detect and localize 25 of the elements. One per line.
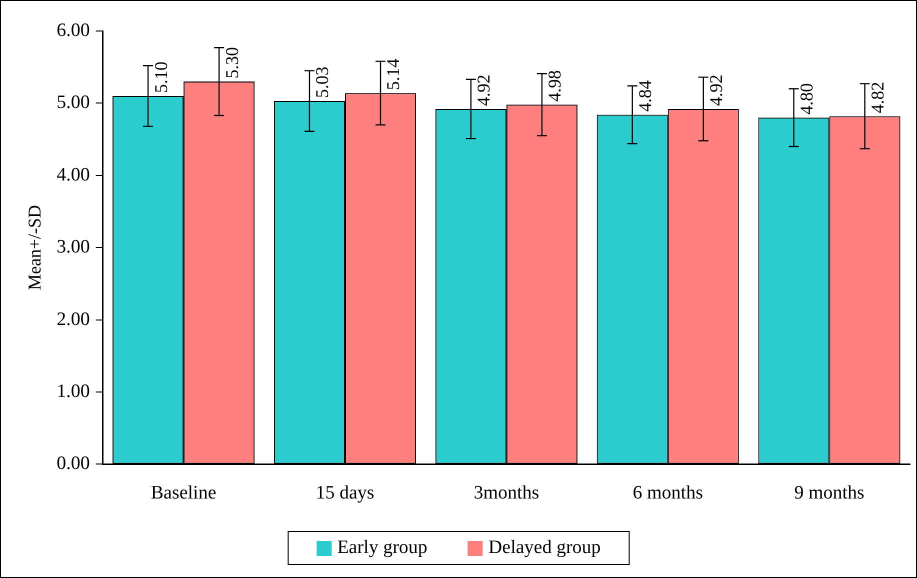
x-tick-label: Baseline: [150, 482, 216, 504]
data-label: 4.92: [706, 74, 726, 106]
x-tick-label: 15 days: [316, 482, 374, 504]
y-tick-label: 2.00: [56, 308, 90, 330]
x-tick-label: 3months: [474, 482, 540, 504]
y-axis-title: Mean+/-SD: [24, 205, 45, 290]
data-label: 4.82: [868, 82, 888, 114]
y-tick-label: 4.00: [56, 164, 90, 186]
data-label: 5.30: [222, 47, 242, 79]
y-tick-label: 5.00: [56, 92, 90, 114]
data-label: 5.03: [312, 66, 332, 98]
y-tick-label: 1.00: [56, 380, 90, 402]
data-label: 4.80: [796, 83, 817, 115]
data-label: 5.10: [150, 61, 171, 93]
legend-label: Delayed group: [488, 537, 601, 559]
y-tick-label: 3.00: [56, 236, 90, 258]
data-label: 4.84: [635, 80, 656, 112]
data-label: 5.14: [383, 58, 404, 90]
y-tick-label: 6.00: [56, 20, 90, 41]
data-label: 4.92: [474, 74, 494, 106]
x-tick-label: 6 months: [632, 482, 703, 504]
x-tick-label: 9 months: [794, 482, 864, 504]
data-label: 4.98: [544, 70, 565, 102]
y-tick-label: 0.00: [56, 453, 90, 474]
legend-label: Early group: [337, 537, 428, 559]
